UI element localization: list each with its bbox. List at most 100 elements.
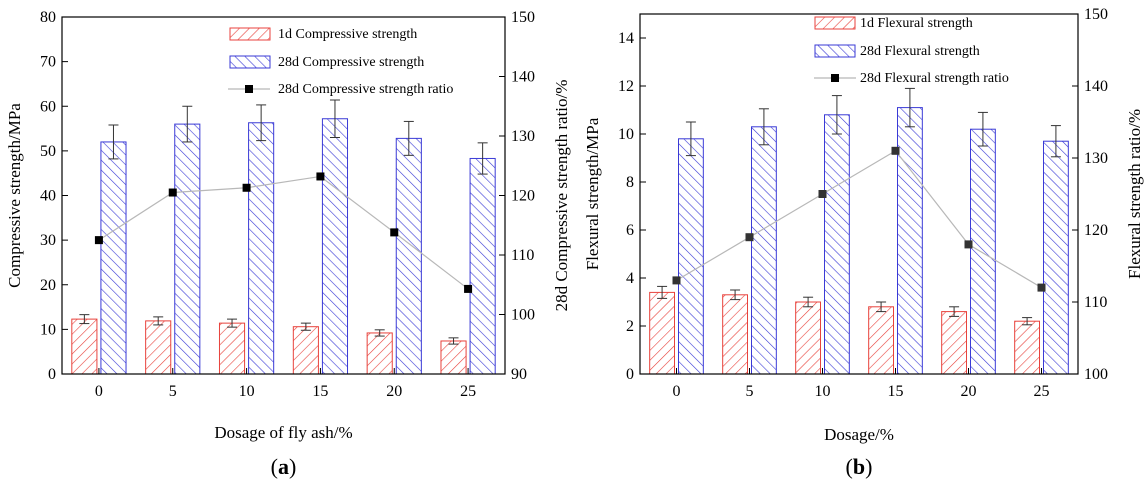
legend-label: 28d Compressive strength ratio: [278, 82, 453, 97]
y-axis-title: Flexural strength/MPa: [583, 117, 602, 270]
y2-tick-label: 140: [1084, 78, 1108, 95]
legend-label: 28d Flexural strength: [860, 44, 980, 59]
legend-swatch-blue: [229, 55, 271, 69]
bar-red-10: [795, 301, 821, 375]
legend-marker: [245, 85, 253, 93]
bar-blue-15: [897, 107, 923, 375]
ratio-point-0: [672, 276, 681, 285]
panel-b-flexural: 0 2 4 6 8 10 12 14 100 110 120 130 140 150 0 5 10 15 20 25 D…: [583, 6, 1144, 479]
y-tick-label: 14: [618, 30, 634, 47]
y-tick-label: 4: [626, 270, 634, 287]
y2-tick-label: 150: [1084, 6, 1108, 23]
x-axis-title: Dosage/%: [824, 425, 894, 444]
y2-tick-label: 110: [1084, 294, 1107, 311]
y-tick-label: 0: [48, 366, 56, 383]
legend-marker: [831, 74, 839, 82]
panel-label: (a): [271, 454, 297, 479]
y2-axis-title: Flexural strength ratio/%: [1125, 109, 1144, 279]
y2-tick-label: 120: [511, 188, 535, 205]
x-tick-label: 25: [1034, 383, 1050, 400]
y-tick-label: 70: [40, 54, 56, 71]
x-tick-label: 0: [673, 383, 681, 400]
y-tick-label: 12: [618, 78, 634, 95]
bar-blue-25: [469, 157, 496, 375]
bar-blue-20: [395, 137, 422, 375]
bar-red-10: [218, 322, 246, 375]
y-tick-label: 50: [40, 143, 56, 160]
y2-tick-label: 100: [1084, 366, 1108, 383]
y-tick-label: 80: [40, 9, 56, 26]
bar-blue-15: [321, 118, 349, 375]
ratio-point-25: [1037, 283, 1046, 292]
x-tick-label: 25: [460, 383, 476, 400]
ratio-point-10: [818, 190, 827, 198]
legend-label: 28d Flexural strength ratio: [860, 71, 1009, 86]
ratio-point-15: [891, 146, 900, 155]
x-axis-title: Dosage of fly ash/%: [214, 423, 352, 442]
bar-blue-0: [100, 141, 127, 375]
ratio-point-5: [168, 188, 177, 197]
y-tick-label: 40: [40, 188, 56, 205]
x-tick-label: 20: [386, 383, 402, 400]
y-tick-label: 8: [626, 174, 634, 191]
x-tick-label: 5: [169, 383, 177, 400]
y2-tick-label: 90: [511, 366, 527, 383]
legend-swatch-red: [229, 27, 271, 41]
x-tick-label: 10: [239, 383, 255, 400]
y2-tick-label: 120: [1084, 222, 1108, 239]
y-tick-label: 30: [40, 232, 56, 249]
bar-blue-5: [174, 123, 201, 375]
ratio-point-0: [94, 236, 103, 245]
ratio-line: [676, 150, 1042, 289]
bar-red-20: [366, 332, 393, 375]
y2-axis-title: 28d Compressive strength ratio/%: [552, 80, 571, 312]
bar-blue-5: [751, 126, 777, 375]
plot-frame: [639, 13, 1079, 375]
y2-tick-label: 150: [511, 9, 535, 26]
y2-tick-label: 130: [511, 128, 535, 145]
plot-frame: [61, 16, 506, 375]
bar-red-25: [1014, 320, 1040, 375]
y-tick-label: 10: [40, 321, 56, 338]
legend-swatch-red: [814, 16, 856, 30]
legend-swatch-blue: [814, 44, 856, 58]
y-tick-label: 20: [40, 277, 56, 294]
bar-blue-20: [970, 128, 996, 375]
panel-a-compressive: 0 10 20 30 40 50 60 70 80 90 100 110 120 130 140 150 0 5 1…: [5, 9, 571, 479]
ratio-point-10: [242, 183, 251, 192]
bar-red-25: [440, 340, 467, 375]
y2-tick-label: 140: [511, 69, 535, 86]
bar-blue-10: [248, 122, 275, 375]
y2-tick-label: 110: [511, 247, 534, 264]
ratio-point-25: [464, 284, 473, 293]
x-tick-label: 20: [961, 383, 977, 400]
legend-label: 1d Compressive strength: [278, 27, 417, 42]
bar-red-0: [649, 291, 675, 375]
y-tick-label: 2: [626, 318, 634, 335]
y-tick-label: 10: [618, 126, 634, 143]
bar-blue-0: [678, 138, 704, 375]
y2-tick-label: 130: [1084, 150, 1108, 167]
bar-red-5: [722, 294, 748, 375]
y2-tick-label: 100: [511, 307, 535, 324]
ratio-point-5: [745, 233, 754, 242]
y-axis-title: Compressive strength/MPa: [5, 103, 24, 288]
bar-blue-25: [1043, 140, 1069, 375]
bar-red-20: [941, 311, 967, 375]
ratio-point-15: [316, 172, 325, 181]
legend-label: 28d Compressive strength: [278, 55, 424, 70]
bar-blue-10: [824, 114, 850, 375]
panel-label: (b): [846, 454, 873, 479]
ratio-point-20: [390, 228, 399, 237]
x-tick-label: 10: [815, 383, 831, 400]
y-tick-label: 60: [40, 98, 56, 115]
y-tick-label: 0: [626, 366, 634, 383]
ratio-line: [98, 175, 469, 290]
bar-red-15: [292, 326, 319, 375]
bar-red-0: [71, 318, 98, 375]
bar-red-5: [145, 320, 172, 375]
y-tick-label: 6: [626, 222, 634, 239]
x-tick-label: 0: [95, 383, 103, 400]
